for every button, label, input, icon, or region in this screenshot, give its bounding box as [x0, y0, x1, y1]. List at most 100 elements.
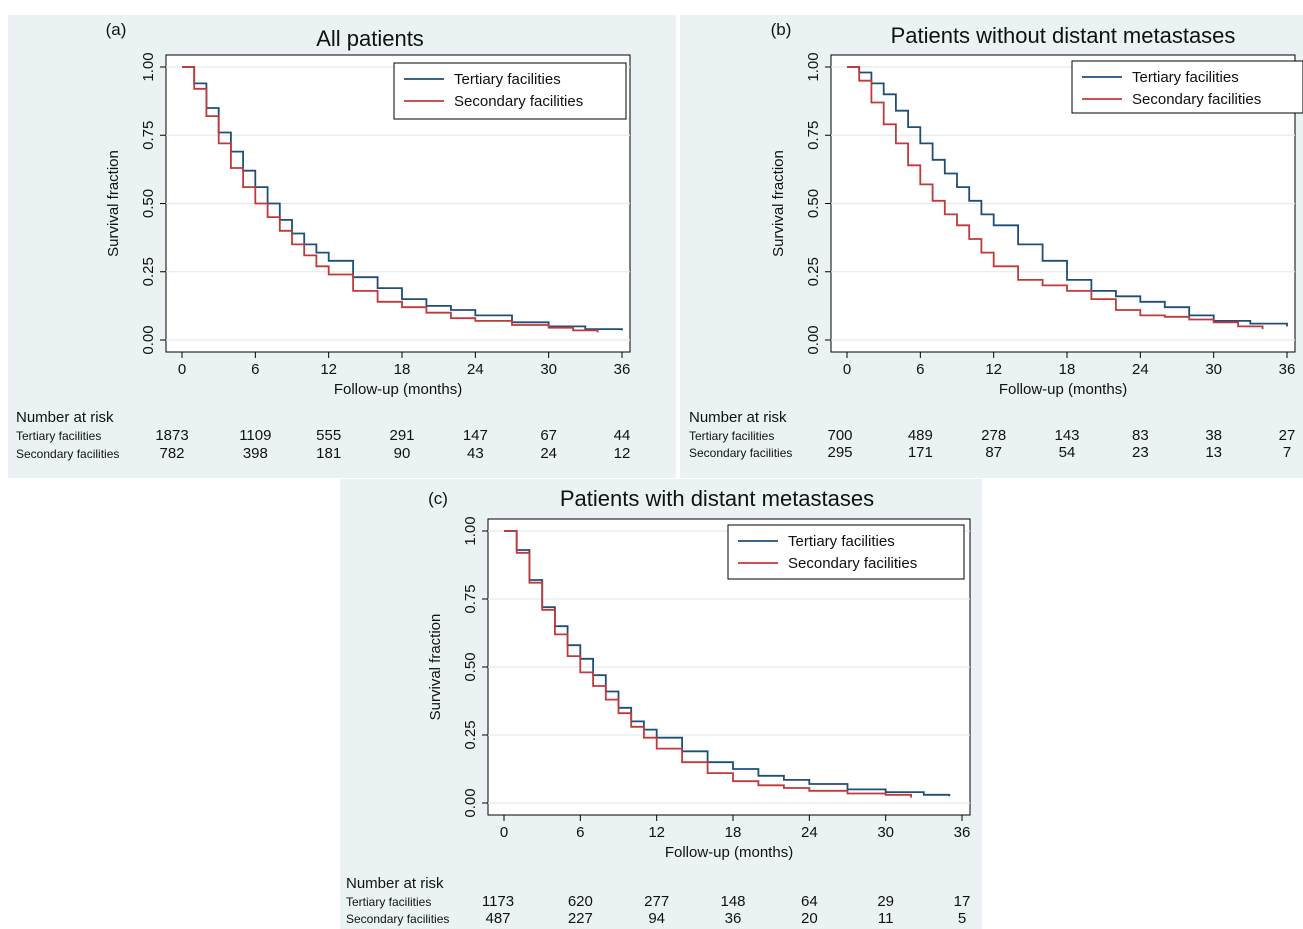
x-tick-label: 24 [1132, 361, 1149, 378]
x-tick-label: 36 [1279, 361, 1296, 378]
x-tick-label: 30 [540, 361, 557, 378]
x-tick-label: 18 [725, 824, 742, 841]
risk-count: 398 [243, 445, 268, 462]
risk-count: 12 [614, 445, 631, 462]
risk-count: 13 [1205, 444, 1222, 461]
survival-curve-tertiary-facilities [847, 66, 1288, 327]
panel-label: (a) [106, 20, 127, 39]
risk-count: 27 [1279, 427, 1296, 444]
legend-label-tertiary-facilities: Tertiary facilities [788, 533, 895, 550]
panel-label: (c) [428, 489, 448, 508]
x-axis-title: Follow-up (months) [334, 381, 462, 398]
x-tick-label: 12 [985, 361, 1002, 378]
legend-box [393, 62, 627, 120]
x-tick-label: 6 [916, 361, 924, 378]
risk-table-title: Number at risk [689, 409, 787, 426]
x-axis-title: Follow-up (months) [665, 844, 793, 861]
x-tick-label: 30 [1205, 361, 1222, 378]
y-axis-title: Survival fraction [770, 150, 787, 257]
risk-row-label-tertiary-facilities: Tertiary facilities [689, 429, 774, 443]
y-axis-title: Survival fraction [105, 150, 122, 257]
risk-count: 227 [568, 910, 593, 927]
y-tick-label: 0.75 [462, 584, 479, 613]
risk-count: 148 [720, 893, 745, 910]
risk-count: 64 [801, 893, 818, 910]
risk-count: 7 [1283, 444, 1291, 461]
legend-label-secondary-facilities: Secondary facilities [1132, 91, 1261, 108]
risk-count: 143 [1054, 427, 1079, 444]
legend-box [1071, 60, 1303, 114]
risk-count: 278 [981, 427, 1006, 444]
x-tick-label: 6 [576, 824, 584, 841]
x-tick-label: 0 [843, 361, 851, 378]
x-tick-label: 24 [801, 824, 818, 841]
km-chart-without-metastases: (b) Patients without distant metastases 0.… [680, 15, 1303, 478]
risk-count: 24 [540, 445, 557, 462]
risk-table-title: Number at risk [346, 875, 444, 892]
risk-count: 181 [316, 445, 341, 462]
risk-count: 489 [908, 427, 933, 444]
y-tick-label: 1.00 [805, 52, 822, 81]
km-chart-all-patients: (a) All patients 0.00 0.25 0.50 0.75 1.00 0 6 12 1… [8, 15, 676, 478]
survival-curve-tertiary-facilities [182, 66, 623, 331]
km-chart-with-metastases: (c) Patients with distant metastases 0.00 0… [340, 479, 982, 929]
y-tick-label: 0.75 [140, 121, 157, 150]
panel-label: (b) [771, 20, 792, 39]
km-panel-with-metastases: (c) Patients with distant metastases 0.00 0… [340, 479, 982, 929]
x-axis-title: Follow-up (months) [999, 381, 1127, 398]
risk-count: 83 [1132, 427, 1149, 444]
y-tick-label: 0.00 [462, 788, 479, 817]
risk-count: 29 [877, 893, 894, 910]
x-tick-label: 12 [320, 361, 337, 378]
y-tick-label: 0.50 [805, 189, 822, 218]
chart-title: All patients [316, 26, 424, 51]
risk-row-label-secondary-facilities: Secondary facilities [16, 447, 119, 461]
risk-count: 17 [954, 893, 971, 910]
x-tick-label: 30 [877, 824, 894, 841]
y-tick-label: 0.75 [805, 121, 822, 150]
risk-row-label-tertiary-facilities: Tertiary facilities [346, 895, 431, 909]
legend-label-secondary-facilities: Secondary facilities [454, 93, 583, 110]
y-tick-label: 0.00 [140, 325, 157, 354]
risk-count: 1173 [482, 893, 514, 910]
y-tick-label: 0.25 [140, 257, 157, 286]
y-tick-label: 0.50 [140, 189, 157, 218]
risk-row-label-secondary-facilities: Secondary facilities [689, 446, 792, 460]
y-tick-label: 0.50 [462, 652, 479, 681]
y-tick-label: 0.00 [805, 325, 822, 354]
risk-count: 291 [389, 427, 414, 444]
risk-count: 487 [485, 910, 510, 927]
risk-count: 147 [463, 427, 488, 444]
y-tick-label: 0.25 [462, 720, 479, 749]
x-tick-label: 0 [500, 824, 508, 841]
legend-label-secondary-facilities: Secondary facilities [788, 555, 917, 572]
risk-count: 36 [725, 910, 742, 927]
risk-count: 700 [827, 427, 852, 444]
risk-count: 555 [316, 427, 341, 444]
risk-count: 1873 [155, 427, 188, 444]
legend-label-tertiary-facilities: Tertiary facilities [1132, 69, 1239, 86]
km-panel-all-patients: (a) All patients 0.00 0.25 0.50 0.75 1.00 0 6 12 1… [8, 15, 676, 478]
risk-count: 44 [614, 427, 631, 444]
risk-count: 23 [1132, 444, 1149, 461]
x-tick-label: 18 [394, 361, 411, 378]
risk-count: 782 [159, 445, 184, 462]
risk-count: 94 [648, 910, 665, 927]
y-tick-label: 1.00 [140, 52, 157, 81]
risk-count: 67 [540, 427, 557, 444]
risk-count: 38 [1205, 427, 1222, 444]
risk-count: 295 [827, 444, 852, 461]
risk-count: 5 [958, 910, 966, 927]
risk-count: 1109 [239, 427, 271, 444]
km-panel-without-metastases: (b) Patients without distant metastases 0.… [680, 15, 1303, 478]
y-tick-label: 1.00 [462, 516, 479, 545]
risk-count: 90 [394, 445, 411, 462]
risk-count: 54 [1059, 444, 1076, 461]
x-tick-label: 12 [648, 824, 665, 841]
risk-count: 171 [908, 444, 933, 461]
risk-count: 87 [985, 444, 1002, 461]
survival-curve-secondary-facilities [182, 66, 599, 333]
risk-count: 11 [878, 910, 894, 927]
risk-count: 620 [568, 893, 593, 910]
x-tick-label: 36 [954, 824, 971, 841]
